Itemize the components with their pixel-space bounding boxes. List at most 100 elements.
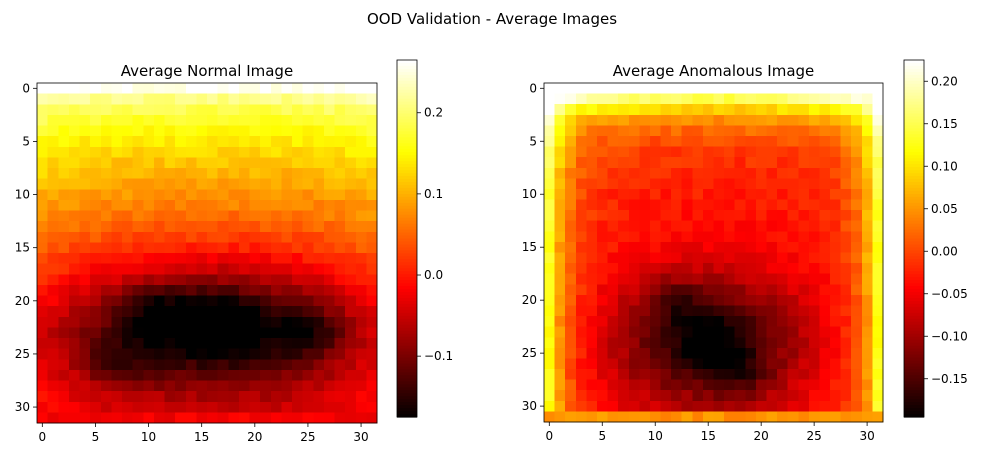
heatmap-cell [313, 104, 325, 116]
heatmap-cell [702, 252, 715, 264]
heatmap-cell [164, 401, 176, 413]
heatmap-cell [217, 146, 229, 158]
heatmap-cell [724, 347, 736, 360]
heatmap-cell [575, 93, 587, 105]
heatmap-cell [798, 93, 810, 105]
heatmap-cell [544, 146, 556, 158]
heatmap-cell [111, 210, 123, 222]
heatmap-cell [798, 188, 810, 201]
heatmap-cell [649, 188, 662, 201]
heatmap-cell [586, 135, 598, 148]
heatmap-cell [79, 284, 91, 297]
heatmap-cell [830, 337, 842, 349]
heatmap-cell [649, 347, 662, 360]
heatmap-cell [143, 93, 155, 105]
heatmap-cell [618, 400, 630, 413]
heatmap-cell [58, 189, 70, 201]
heatmap-cell [808, 104, 821, 116]
heatmap-cell [660, 167, 672, 179]
colorbar-segment [904, 366, 924, 370]
heatmap-cell [270, 338, 282, 350]
heatmap-cell [787, 263, 799, 275]
heatmap-cell [787, 93, 799, 105]
heatmap-cell [185, 231, 197, 243]
heatmap-cell [660, 220, 672, 232]
heatmap-cell [851, 263, 863, 275]
heatmap-cell [565, 273, 577, 285]
heatmap-cell [143, 380, 155, 392]
heatmap-cell [681, 135, 693, 148]
heatmap-cell [58, 178, 70, 190]
heatmap-cell [692, 316, 704, 328]
heatmap-cell [366, 338, 378, 350]
heatmap-cell [755, 294, 768, 307]
heatmap-cell [366, 242, 378, 254]
heatmap-cell [79, 242, 91, 254]
heatmap-cell [745, 157, 757, 169]
heatmap-cell [586, 188, 598, 201]
heatmap-cell [798, 326, 810, 338]
heatmap-cell [122, 199, 134, 212]
heatmap-cell [58, 83, 70, 95]
heatmap-cell [68, 391, 81, 403]
heatmap-cell [851, 167, 863, 179]
heatmap-cell [819, 294, 831, 307]
heatmap-cell [249, 189, 261, 201]
heatmap-cell [596, 305, 609, 317]
heatmap-cell [238, 274, 251, 286]
heatmap-cell [734, 337, 746, 349]
heatmap-cell [270, 189, 282, 201]
colorbar-tick-label: 0.05 [931, 202, 958, 216]
heatmap-cell [345, 380, 357, 392]
heatmap-cell [766, 294, 778, 307]
heatmap-cell [334, 306, 346, 318]
heatmap-cell [260, 136, 272, 148]
colorbar-segment [397, 170, 417, 174]
heatmap-cell [111, 316, 123, 328]
heatmap-cell [122, 359, 134, 371]
heatmap-cell [111, 263, 123, 275]
heatmap-cell [100, 104, 112, 116]
heatmap-cell [702, 178, 715, 190]
heatmap-cell [755, 284, 768, 296]
heatmap-cell [660, 252, 672, 264]
heatmap-cell [143, 157, 155, 169]
heatmap-cell [649, 210, 662, 222]
heatmap-cell [671, 305, 683, 317]
heatmap-cell [702, 146, 715, 158]
heatmap-cell [734, 263, 746, 275]
heatmap-cell [618, 93, 630, 105]
heatmap-cell [639, 411, 651, 423]
heatmap-cell [554, 316, 566, 328]
heatmap-cell [355, 369, 367, 382]
heatmap-cell [79, 221, 91, 233]
heatmap-cell [345, 253, 357, 265]
heatmap-cell [68, 242, 81, 254]
colorbar-segment [904, 149, 924, 153]
heatmap-cell [872, 146, 884, 158]
heatmap-cell [217, 157, 229, 169]
heatmap-cell [196, 210, 208, 222]
heatmap-cell [47, 380, 59, 392]
heatmap-cell [777, 114, 789, 126]
heatmap-cell [830, 210, 842, 222]
heatmap-cell [47, 327, 59, 339]
heatmap-cell [260, 189, 272, 201]
x-tick-label: 20 [247, 430, 262, 444]
heatmap-cell [787, 178, 799, 190]
heatmap-cell [628, 316, 640, 328]
heatmap-cell [228, 380, 240, 392]
heatmap-cell [302, 242, 314, 254]
heatmap-cell [777, 93, 789, 105]
heatmap-cell [175, 189, 187, 201]
y-tick-label: 0 [529, 81, 537, 95]
heatmap-cell [565, 231, 577, 243]
heatmap-cell [366, 189, 378, 201]
heatmap-cell [830, 231, 842, 243]
heatmap-cell [313, 338, 325, 350]
colorbar-segment [904, 62, 924, 67]
heatmap-cell [292, 338, 304, 350]
heatmap-cell [766, 263, 778, 275]
heatmap-cell [596, 337, 609, 349]
colorbar-segment [397, 107, 417, 112]
